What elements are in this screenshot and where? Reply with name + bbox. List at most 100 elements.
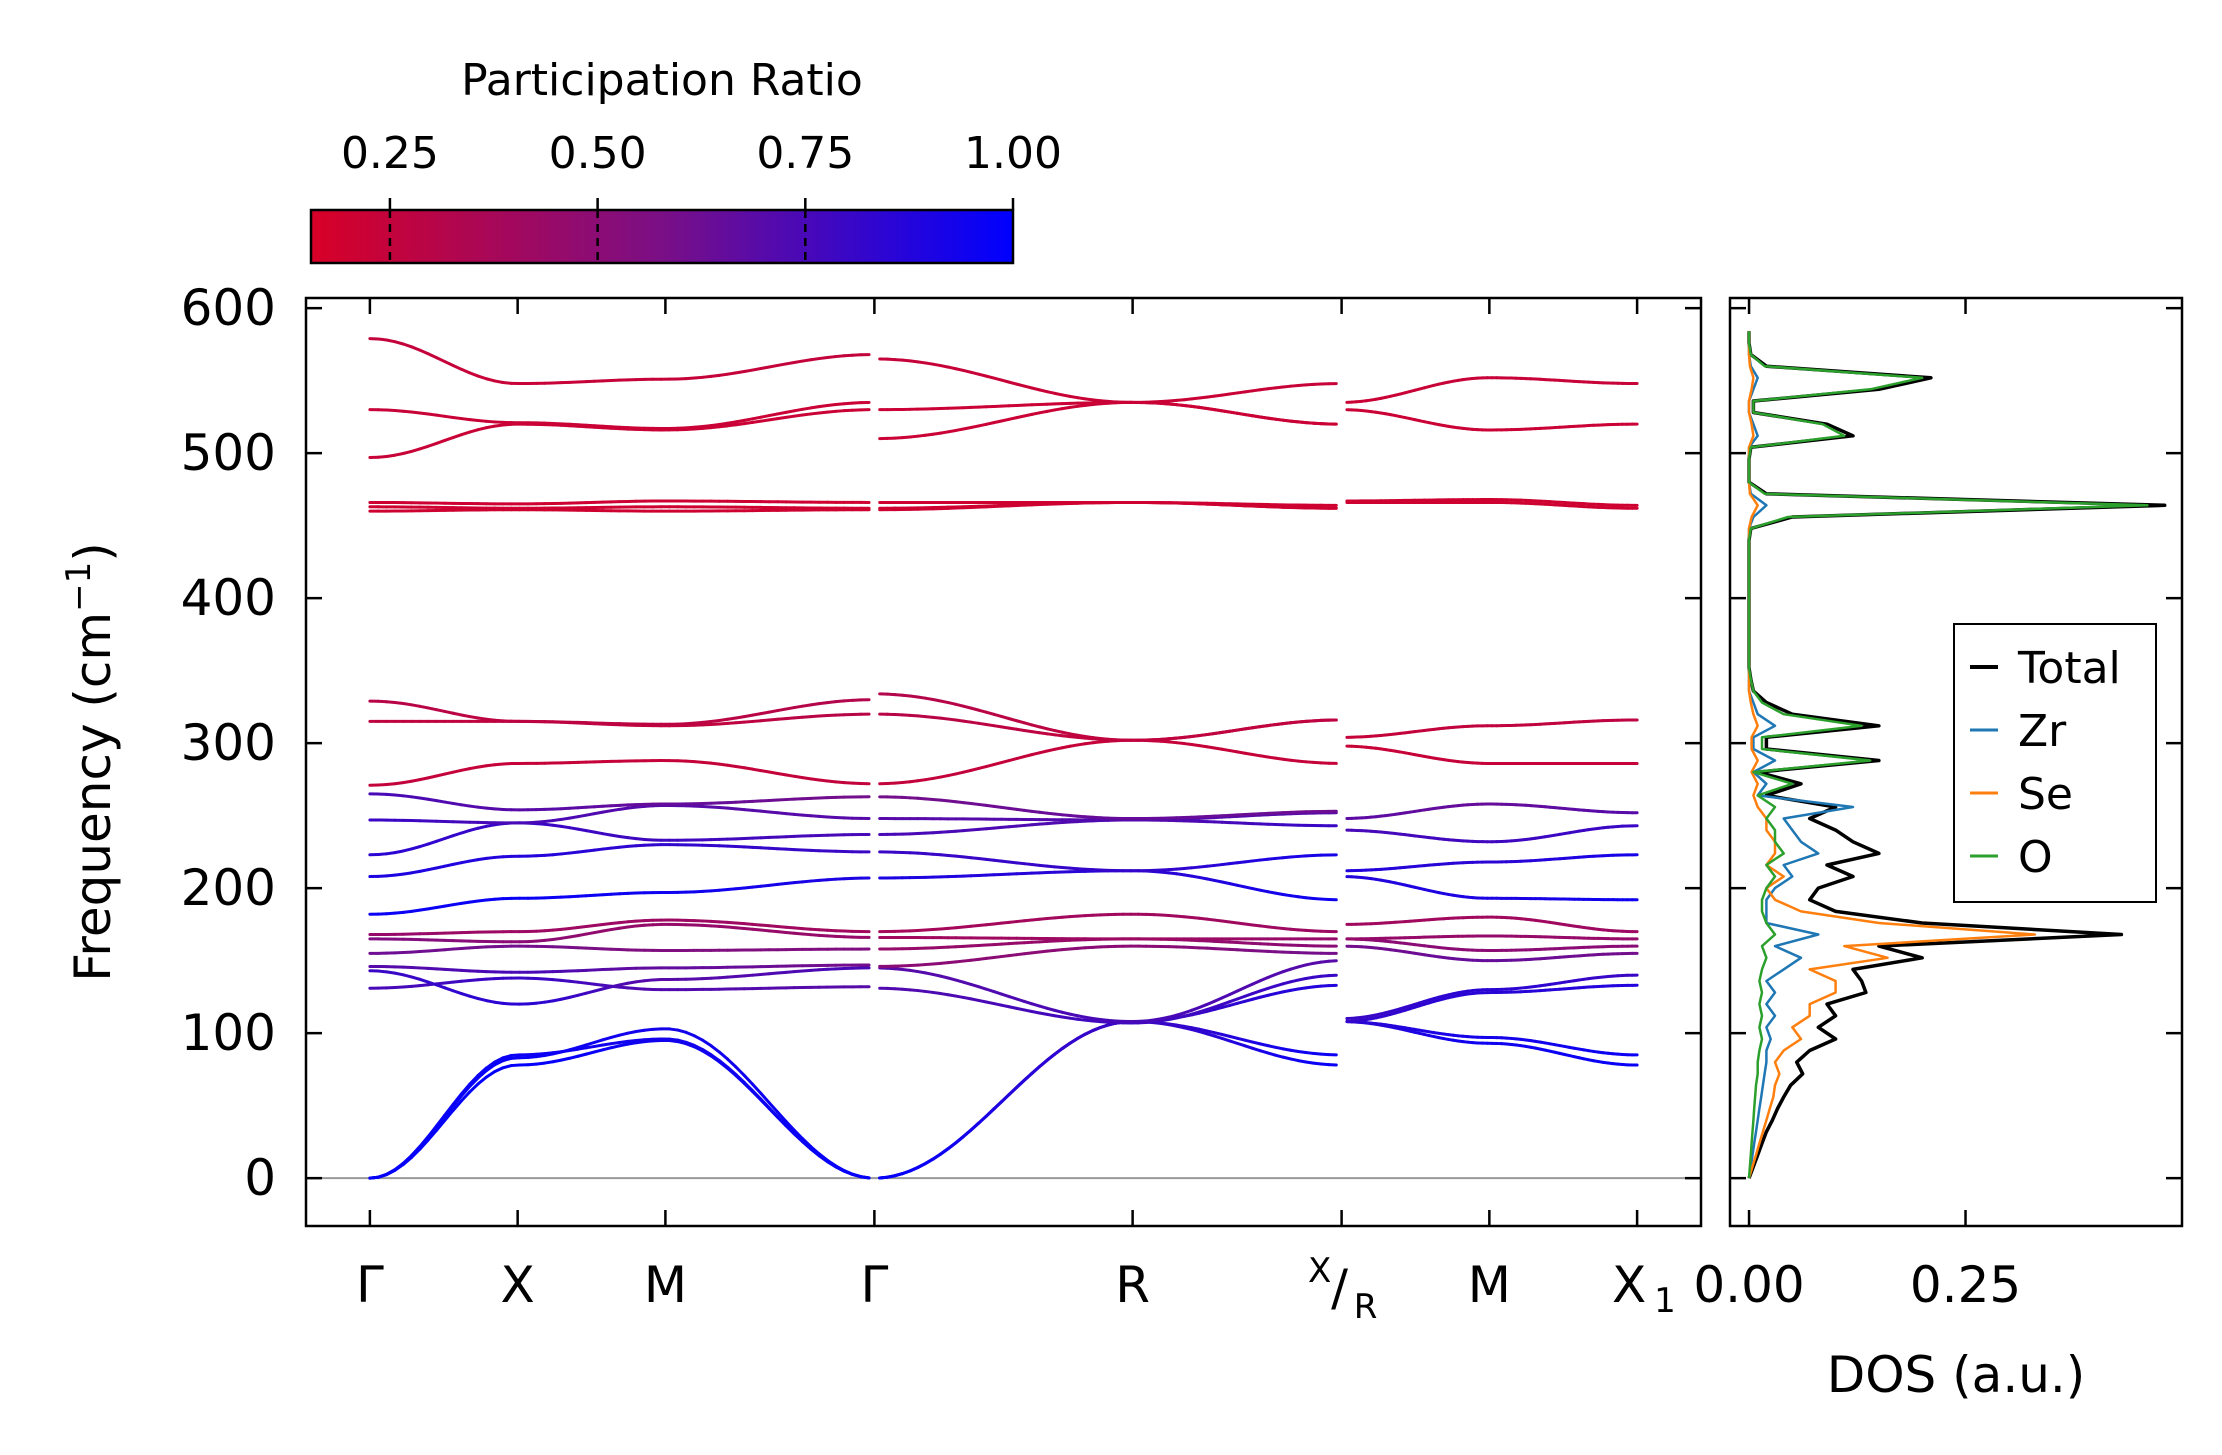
q-point-label: Γ [356, 1256, 384, 1314]
phonon-band [368, 843, 871, 879]
colorbar-tick-label: 0.75 [756, 128, 854, 179]
phonon-band [368, 966, 871, 1006]
phonon-band [368, 876, 871, 916]
phonon-band [1345, 802, 1639, 821]
dos-x-tick-label: 0.00 [1693, 1256, 1804, 1314]
colorbar-gradient [309, 208, 1015, 265]
dos-legend: Total Zr Se O [1953, 623, 2157, 903]
dos-x-axis-label: DOS (a.u.) [1827, 1346, 2086, 1404]
colorbar-label: Participation Ratio [461, 55, 863, 106]
phonon-band [1345, 937, 1639, 952]
phonon-band [1345, 500, 1639, 510]
phonon-band [368, 918, 871, 937]
colorbar-tick-label: 0.50 [549, 128, 647, 179]
phonon-band [368, 804, 871, 825]
phonon-band [1345, 1020, 1639, 1057]
phonon-band [878, 712, 1338, 742]
q-point-label: R [1354, 1287, 1378, 1327]
phonon-band [368, 792, 871, 812]
phonon-band [1345, 983, 1639, 1023]
phonon-band [1345, 853, 1639, 873]
legend-label: O [2018, 832, 2053, 883]
phonon-band [368, 1037, 871, 1180]
phonon-band [368, 976, 871, 992]
phonon-band [1345, 915, 1639, 934]
phonon-band [368, 337, 871, 386]
phonon-band [368, 963, 871, 974]
phonon-band [1345, 824, 1639, 844]
q-point-label: 1 [1654, 1281, 1676, 1321]
phonon-band [878, 912, 1338, 934]
phonon-band [878, 944, 1338, 968]
phonon-band [878, 357, 1338, 404]
phonon-band [1345, 408, 1639, 432]
y-tick-label: 300 [181, 714, 276, 772]
q-point-label: M [644, 1256, 687, 1314]
y-tick-label: 500 [181, 424, 276, 482]
legend-label: Total [2017, 643, 2121, 694]
phonon-band [368, 1027, 871, 1180]
phonon-band [1345, 934, 1639, 941]
phonon-band [368, 508, 871, 513]
phonon-band [878, 795, 1338, 821]
phonon-band [878, 1020, 1338, 1180]
y-tick-label: 200 [181, 859, 276, 917]
phonon-band [1345, 498, 1639, 507]
phonon-band [368, 1038, 871, 1180]
phonon-band [878, 818, 1338, 836]
phonon-band [1345, 1020, 1639, 1067]
phonon-band [368, 922, 871, 944]
phonon-band [368, 505, 871, 510]
q-point-label: Γ [860, 1256, 888, 1314]
phonon-band [878, 973, 1338, 1025]
q-point-label: X [501, 1256, 535, 1314]
phonon-band [1345, 376, 1639, 404]
dos-panel: 0.00 0.25 DOS (a.u.) Total Zr Se O [1693, 296, 2184, 1404]
y-tick-label: 100 [181, 1004, 276, 1062]
y-tick-label: 600 [181, 279, 276, 337]
legend-item: O [1970, 832, 2053, 883]
colorbar: Participation Ratio 0.25 0.50 0.75 1.00 [309, 55, 1062, 265]
dos-line-o [1747, 331, 2149, 1179]
phonon-band [878, 869, 1338, 902]
y-tick-label: 400 [181, 569, 276, 627]
phonon-band [1345, 875, 1639, 902]
phonon-band [368, 698, 871, 726]
legend-label: Zr [2018, 706, 2067, 757]
phonon-band [878, 959, 1338, 1024]
colorbar-tick-label: 1.00 [964, 128, 1062, 179]
phonon-band [368, 944, 871, 955]
legend-label: Se [2018, 769, 2073, 820]
phonon-band [878, 400, 1338, 426]
phonon-band [878, 692, 1338, 742]
band-y-axis-label: Frequency (cm−1) [59, 542, 122, 982]
phonon-band [368, 759, 871, 787]
dos-axes-frame [1728, 296, 2184, 1228]
phonon-band [878, 500, 1338, 507]
phonon-band [878, 850, 1338, 873]
dos-x-tick-label: 0.25 [1910, 1256, 2021, 1314]
phonon-band [1345, 973, 1639, 1021]
q-point-label: X [1308, 1251, 1331, 1291]
phonon-band [368, 499, 871, 506]
q-point-label: / [1331, 1259, 1348, 1317]
phonon-band [878, 983, 1338, 1180]
phonon-band [878, 935, 1338, 941]
q-point-label: M [1468, 1256, 1511, 1314]
legend-item: Total [1970, 643, 2121, 694]
phonon-band [1345, 744, 1639, 765]
phonon-band [1345, 944, 1639, 963]
y-tick-label: 0 [244, 1149, 276, 1207]
q-point-label: X [1612, 1256, 1646, 1314]
phonon-band [368, 400, 871, 430]
q-point-label: R [1115, 1256, 1150, 1314]
band-axes-frame [304, 296, 1703, 1228]
colorbar-tick-label: 0.25 [341, 128, 439, 179]
phonon-band [1345, 718, 1639, 739]
legend-item: Zr [1970, 706, 2067, 757]
legend-item: Se [1970, 769, 2073, 820]
phonon-band [368, 821, 871, 857]
phonon-band [878, 738, 1338, 786]
